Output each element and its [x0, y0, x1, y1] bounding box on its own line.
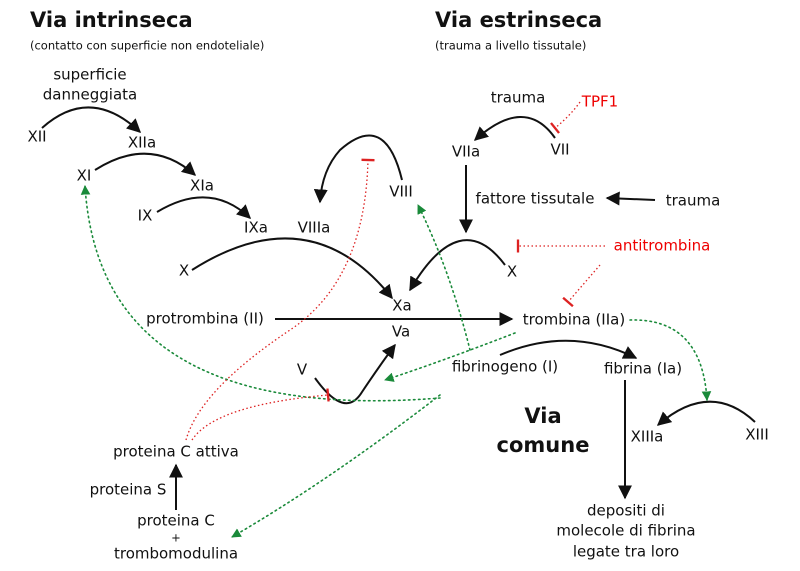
node-label: IX: [138, 207, 153, 225]
node-label: XIa: [190, 177, 214, 195]
section-title: comune: [497, 433, 590, 457]
section-title: Via: [524, 404, 561, 428]
node-label: Xa: [392, 297, 411, 315]
node-label: VII: [550, 141, 569, 159]
section-title: Via intrinseca: [30, 8, 193, 32]
inhibitor-label: TPF1: [581, 93, 618, 111]
node-label: trauma: [666, 192, 721, 210]
node-label: Va: [392, 323, 410, 341]
node-label: +: [171, 531, 181, 545]
node-label: trombomodulina: [114, 545, 238, 563]
node-label: protrombina (II): [146, 310, 264, 328]
node-label: superficie: [53, 66, 126, 84]
node-label: fibrinogeno (I): [452, 358, 558, 376]
node-label: proteina C attiva: [113, 443, 239, 461]
node-label: trombina (IIa): [523, 311, 625, 329]
node-label: fibrina (Ia): [604, 360, 682, 378]
node-label: depositi di: [587, 502, 665, 520]
node-label: IXa: [244, 219, 268, 237]
node-label: proteina C: [137, 512, 215, 530]
node-label: fattore tissutale: [476, 190, 595, 208]
node-label: VIIIa: [298, 219, 331, 237]
node-label: X: [507, 263, 517, 281]
node-label: molecole di fibrina: [556, 522, 695, 540]
node-label: XIIIa: [631, 428, 664, 446]
node-label: VIII: [389, 183, 413, 201]
section-title: Via estrinseca: [435, 8, 602, 32]
arrows: [41, 101, 756, 538]
node-label: XIIa: [128, 134, 156, 152]
node-label: X: [179, 262, 189, 280]
node-label: trauma: [491, 89, 546, 107]
node-label: V: [297, 361, 308, 379]
node-label: danneggiata: [43, 86, 137, 104]
node-label: XII: [27, 128, 46, 146]
section-subtitle: (contatto con superficie non endoteliale…: [30, 39, 264, 53]
section-subtitle: (trauma a livello tissutale): [435, 39, 586, 53]
node-label: proteina S: [90, 481, 167, 499]
node-label: VIIa: [452, 143, 480, 161]
node-label: XI: [77, 167, 92, 185]
node-label: XIII: [745, 426, 769, 444]
inhibitor-label: antitrombina: [614, 237, 711, 255]
node-label: legate tra loro: [573, 543, 679, 561]
